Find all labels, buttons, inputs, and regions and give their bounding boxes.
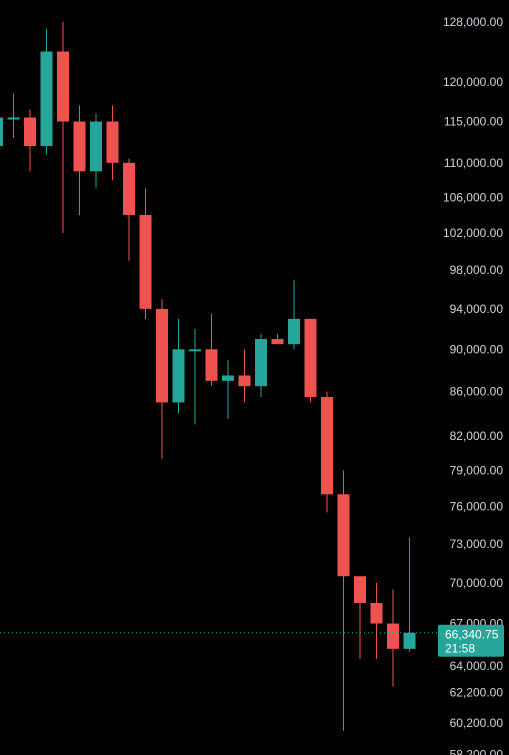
- candle-body: [321, 396, 333, 495]
- candle-body: [370, 602, 383, 624]
- candle-body: [57, 51, 69, 122]
- price-tick-label: 62,200.00: [450, 686, 504, 700]
- price-tick-label: 82,000.00: [450, 429, 504, 443]
- candle-body: [189, 349, 201, 352]
- candle[interactable]: [139, 188, 152, 319]
- price-tick-label: 64,000.00: [450, 659, 504, 673]
- candle[interactable]: [57, 22, 69, 233]
- candle[interactable]: [255, 333, 267, 397]
- price-tick-label: 58,200.00: [450, 747, 504, 755]
- candle[interactable]: [189, 328, 201, 425]
- candle[interactable]: [238, 349, 251, 403]
- price-tick-label: 98,000.00: [450, 263, 504, 277]
- candle-body: [156, 308, 168, 403]
- candle[interactable]: [288, 279, 300, 350]
- candle-body: [222, 375, 234, 381]
- price-tick-label: 115,000.00: [444, 115, 503, 129]
- candles-layer: [0, 22, 416, 731]
- last-price-value: 66,340.75: [445, 628, 499, 642]
- price-tick-label: 102,000.00: [443, 226, 503, 240]
- candle[interactable]: [90, 113, 102, 189]
- price-axis[interactable]: 128,000.00 120,000.00 115,000.00 110,000.00…: [443, 15, 503, 755]
- candle[interactable]: [106, 105, 119, 180]
- price-tick-label: 94,000.00: [450, 302, 504, 316]
- candle[interactable]: [7, 93, 20, 138]
- price-tick-label: 128,000.00: [443, 15, 503, 29]
- candle-body: [106, 121, 119, 163]
- candle[interactable]: [321, 391, 333, 513]
- candle[interactable]: [222, 359, 234, 419]
- candle-body: [337, 494, 350, 577]
- price-tick-label: 110,000.00: [444, 156, 503, 170]
- price-tick-label: 76,000.00: [450, 499, 504, 513]
- price-tick-label: 106,000.00: [443, 190, 503, 204]
- candle[interactable]: [0, 109, 3, 162]
- candle-body: [403, 632, 416, 649]
- candle-countdown: 21:58: [445, 642, 475, 656]
- candle[interactable]: [271, 333, 284, 345]
- price-tick-label: 90,000.00: [450, 342, 504, 356]
- candle[interactable]: [304, 318, 317, 403]
- candle-body: [354, 576, 366, 603]
- candle[interactable]: [123, 158, 135, 261]
- candle[interactable]: [337, 470, 350, 731]
- candle[interactable]: [354, 576, 366, 659]
- candle[interactable]: [172, 318, 185, 414]
- candle[interactable]: [24, 109, 36, 172]
- candle-body: [288, 318, 300, 345]
- last-price-badge: 66,340.75 21:58: [438, 624, 504, 657]
- price-tick-label: 86,000.00: [450, 385, 504, 399]
- candle[interactable]: [387, 589, 399, 687]
- candle-body: [238, 375, 251, 387]
- candle-body: [40, 51, 53, 147]
- candle[interactable]: [403, 537, 416, 652]
- candle-body: [172, 349, 185, 403]
- candle[interactable]: [40, 29, 53, 155]
- candle[interactable]: [156, 299, 168, 459]
- price-tick-label: 79,000.00: [450, 463, 504, 477]
- candle-body: [73, 121, 86, 172]
- last-price-badge-background: [438, 624, 504, 657]
- candle-body: [7, 117, 20, 120]
- candle-body: [90, 121, 102, 172]
- candle-body: [0, 117, 3, 147]
- price-tick-label: 120,000.00: [443, 75, 503, 89]
- candle-body: [304, 318, 317, 397]
- candle-body: [255, 339, 267, 387]
- price-tick-label: 70,000.00: [450, 576, 504, 590]
- price-tick-label: 60,200.00: [450, 716, 504, 730]
- candle-body: [387, 623, 399, 649]
- candle-body: [24, 117, 36, 147]
- price-tick-label: 73,000.00: [450, 537, 504, 551]
- candle[interactable]: [370, 582, 383, 659]
- candle-body: [271, 339, 284, 345]
- candle[interactable]: [73, 105, 86, 215]
- candle[interactable]: [205, 313, 218, 387]
- candle-body: [123, 162, 135, 215]
- candle-body: [139, 214, 152, 309]
- candle-body: [205, 349, 218, 381]
